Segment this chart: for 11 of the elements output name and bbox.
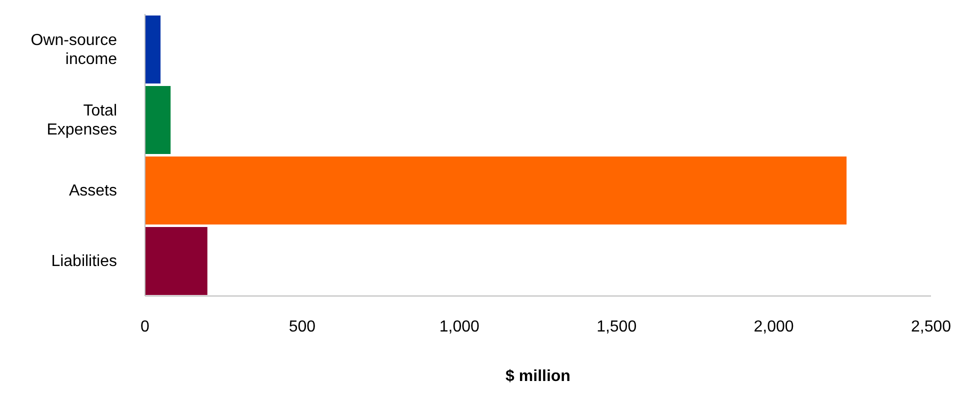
x-tick-label: 500 [288,318,316,336]
y-tick-label: Total Expenses [46,102,117,138]
x-tick-label: 1,000 [439,318,480,336]
x-tick-label: 1,500 [596,318,637,336]
x-tick-label: 0 [140,318,150,336]
x-tick-label: 2,000 [754,318,794,336]
y-tick-label: Own-source income [30,31,118,68]
y-tick-label: Assets [68,182,117,199]
y-tick-label: Liabilities [51,252,117,270]
x-tick-label: 2,500 [910,318,952,336]
x-axis-title: $ million [506,368,570,385]
